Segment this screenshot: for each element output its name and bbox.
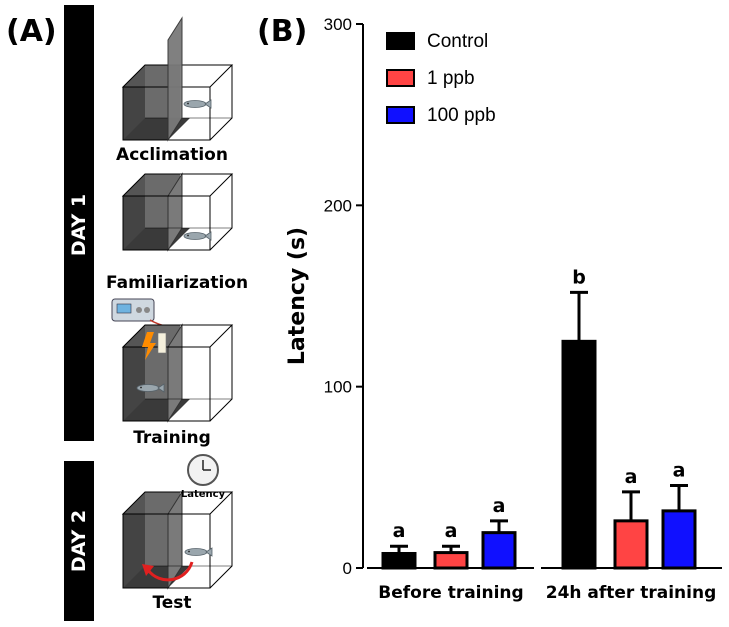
bar: [481, 531, 517, 570]
bar: [381, 551, 417, 570]
step-familiarization: Familiarization: [106, 273, 249, 293]
procedure-diagram: [111, 16, 234, 590]
lightning-icon: [142, 332, 156, 360]
bar: [613, 519, 649, 570]
y-axis-label: Latency (s): [285, 227, 310, 365]
significance-label: a: [493, 495, 506, 517]
significance-label: b: [572, 266, 586, 288]
significance-label: a: [625, 466, 638, 488]
step-training: Training: [133, 428, 211, 448]
legend-label: 100 ppb: [427, 105, 496, 126]
day1-bar: [64, 5, 94, 441]
y-axis: 0 100 200 300: [324, 15, 364, 578]
bar: [661, 509, 697, 570]
legend-label: 1 ppb: [427, 68, 475, 89]
y-tick-label: 100: [324, 378, 352, 397]
training-tank: [121, 323, 234, 423]
significance-label: a: [445, 520, 458, 542]
bar: [561, 339, 597, 570]
y-tick-label: 200: [324, 196, 352, 215]
significance-label: a: [393, 520, 406, 542]
step-test: Test: [152, 593, 192, 613]
y-tick-label: 300: [324, 15, 352, 34]
clock-icon: [187, 454, 219, 486]
clock-label: Latency: [180, 489, 226, 500]
legend-swatch: [386, 106, 415, 124]
test-tank: [121, 490, 234, 590]
legend: Control 1 ppb 100 ppb: [386, 31, 496, 126]
x-category-label: Before training: [378, 583, 523, 603]
y-tick-label: 0: [343, 559, 352, 578]
arrow-icon: [146, 561, 194, 582]
step-acclimation: Acclimation: [116, 145, 228, 165]
significance-label: a: [673, 459, 686, 481]
legend-swatch: [386, 69, 415, 87]
panel-b-label: (B): [257, 14, 308, 49]
day2-bar: [64, 461, 94, 621]
legend-label: Control: [427, 31, 488, 52]
bars: a a a b a a: [381, 266, 697, 570]
x-category-label: 24h after training: [546, 583, 717, 603]
acclimation-tank: [121, 16, 234, 142]
familiarization-tank: [121, 172, 234, 252]
x-axis: Before training 24h after training: [367, 567, 722, 603]
legend-swatch: [386, 32, 415, 50]
panel-a-label: (A): [6, 14, 57, 49]
bar: [433, 551, 469, 570]
